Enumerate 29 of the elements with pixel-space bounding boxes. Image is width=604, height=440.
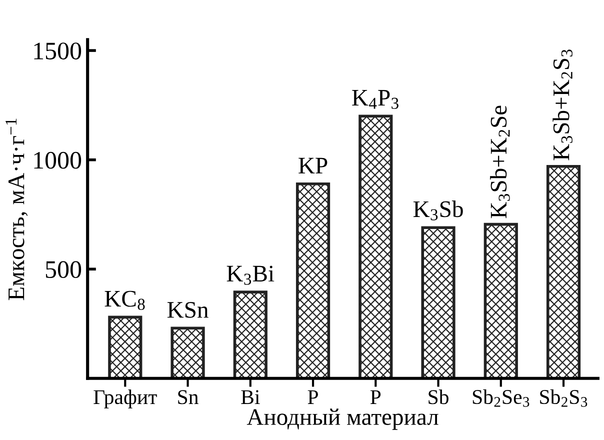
x-tick-label: Sn: [178, 390, 198, 404]
x-tick-label: Sb$_{2}$S$_{3}$: [540, 389, 588, 407]
annotation: KSn: [167, 302, 208, 318]
x-tick-label: Sb$_{2}$Se$_{3}$: [472, 389, 530, 407]
annotation: KC$_{8}$: [104, 290, 145, 310]
y-tick-label: 1500: [34, 42, 82, 60]
annotation: K$_{3}$Sb+K$_{2}$Se: [490, 106, 510, 218]
y-axis-title: Емкость, мА·ч·г$^{−1}$: [6, 118, 28, 300]
bar: [170, 326, 205, 378]
x-tick-label: P: [370, 390, 381, 404]
bar: [233, 290, 268, 378]
x-tick-label: Bi: [241, 390, 260, 404]
annotation: K$_{3}$Sb+K$_{2}$S$_{3}$: [552, 50, 572, 160]
bar: [421, 226, 456, 378]
y-tick-label: 500: [46, 261, 82, 278]
y-tick-label: 1000: [34, 152, 82, 169]
bar: [358, 114, 393, 378]
annotation: K$_{4}$P$_{3}$: [352, 90, 398, 109]
x-axis-title: Анодный материал: [246, 408, 438, 430]
annotation: KP: [298, 158, 328, 174]
annotation: K$_{3}$Sb: [413, 200, 463, 220]
x-tick-label: Графит: [94, 390, 157, 408]
bar: [108, 316, 142, 378]
x-tick-label: Sb: [428, 390, 448, 404]
x-tick-label: P: [308, 390, 318, 404]
annotation: K$_{3}$Bi: [226, 266, 274, 285]
bar: [296, 182, 330, 378]
bar: [546, 164, 581, 378]
bar: [484, 222, 518, 378]
